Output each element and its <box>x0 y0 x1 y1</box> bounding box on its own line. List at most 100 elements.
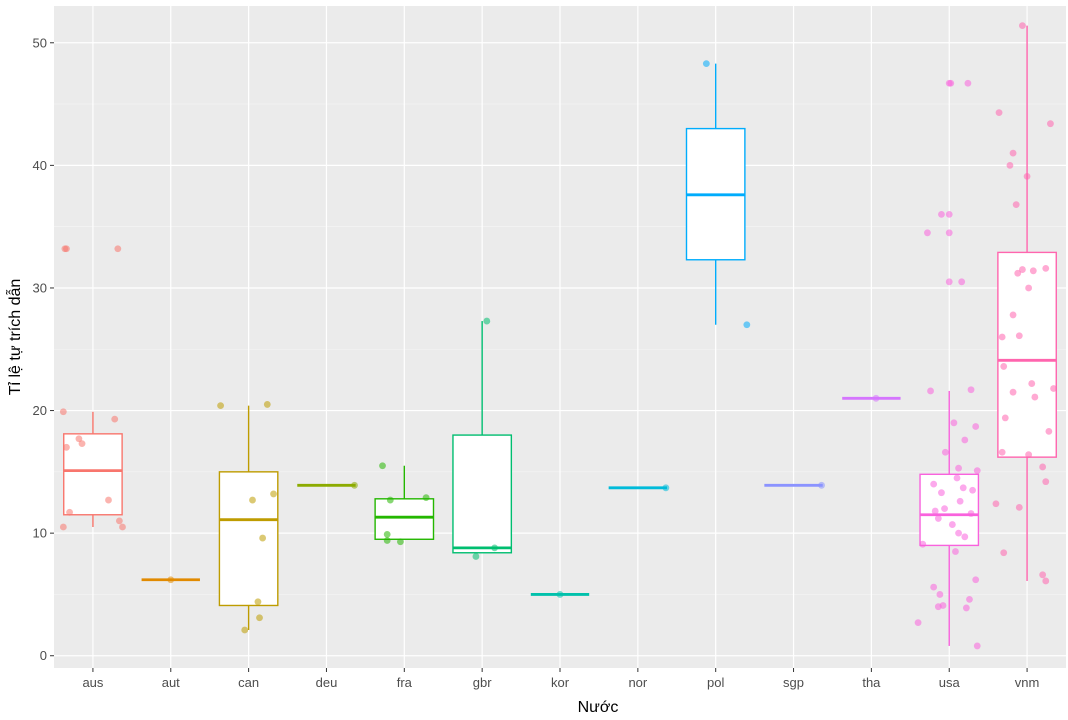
chart-marks <box>59 22 1057 650</box>
data-point <box>959 484 967 492</box>
data-point <box>967 510 975 517</box>
data-point <box>1019 266 1026 273</box>
data-point <box>961 436 969 444</box>
data-point <box>167 576 175 584</box>
data-point <box>941 505 948 513</box>
data-point <box>931 507 939 515</box>
data-point <box>972 576 980 584</box>
box-group-kor <box>530 591 590 598</box>
data-point <box>1050 385 1057 392</box>
data-point <box>1015 332 1023 340</box>
box-group-deu <box>297 481 358 489</box>
x-tick-label-pol: pol <box>707 675 724 690</box>
data-point <box>422 494 430 501</box>
data-point <box>743 321 751 329</box>
data-point <box>1031 393 1039 401</box>
data-point <box>662 484 670 492</box>
data-point <box>969 486 976 494</box>
data-point <box>956 497 964 505</box>
data-point <box>270 490 277 498</box>
box-group-pol <box>685 60 751 329</box>
data-point <box>241 626 249 634</box>
data-point <box>958 278 966 286</box>
data-point <box>1039 571 1047 579</box>
data-point <box>818 481 825 489</box>
data-point <box>351 481 358 489</box>
data-point <box>1042 577 1050 585</box>
data-point <box>383 530 391 538</box>
data-point <box>936 591 944 598</box>
data-point <box>1042 478 1050 486</box>
data-point <box>945 229 953 237</box>
data-point <box>111 415 119 423</box>
data-point <box>938 489 945 497</box>
data-point <box>217 402 224 410</box>
x-tick-label-aut: aut <box>162 675 180 690</box>
data-point <box>1001 414 1009 422</box>
data-point <box>1042 264 1050 272</box>
box-group-vnm <box>992 22 1057 585</box>
data-point <box>919 540 927 548</box>
data-point <box>379 462 386 470</box>
data-point <box>930 583 938 591</box>
data-point <box>386 496 394 504</box>
data-point <box>1023 173 1031 180</box>
data-point <box>119 523 126 531</box>
box-group-nor <box>608 484 670 492</box>
box-group-gbr <box>452 317 513 560</box>
data-point <box>995 109 1003 117</box>
data-point <box>973 642 981 650</box>
data-point <box>472 553 480 560</box>
data-point <box>1009 149 1017 157</box>
data-point <box>1025 451 1033 459</box>
y-tick-label: 0 <box>40 648 47 663</box>
data-point <box>1047 120 1054 128</box>
box-group-sgp <box>764 481 825 489</box>
data-point <box>927 387 934 395</box>
data-point <box>941 448 949 456</box>
x-tick-label-nor: nor <box>628 675 647 690</box>
data-point <box>259 534 267 542</box>
data-point <box>953 474 961 482</box>
data-point <box>1045 427 1053 435</box>
data-point <box>998 448 1006 456</box>
data-point <box>397 538 404 546</box>
data-point <box>483 317 491 325</box>
data-point <box>1012 201 1020 209</box>
data-point <box>256 614 263 622</box>
data-point <box>962 604 970 612</box>
data-point <box>950 419 958 427</box>
data-point <box>924 229 931 237</box>
data-point <box>1006 161 1014 169</box>
data-point <box>491 544 499 552</box>
x-axis-title: Nước <box>578 699 619 716</box>
x-tick-label-tha: tha <box>862 675 881 690</box>
x-tick-label-aus: aus <box>82 675 103 690</box>
box-iqr <box>452 434 513 554</box>
y-tick-label: 30 <box>33 280 47 295</box>
data-point <box>263 401 271 408</box>
box-iqr <box>63 433 123 516</box>
data-point <box>961 533 969 541</box>
data-point <box>1009 311 1017 319</box>
data-point <box>1025 284 1033 292</box>
box-group-fra <box>374 462 435 546</box>
box-group-aus <box>59 245 126 531</box>
box-group-aut <box>141 576 200 584</box>
x-tick-label-fra: fra <box>397 675 413 690</box>
data-point <box>1029 267 1037 275</box>
x-tick-label-can: can <box>238 675 259 690</box>
data-point <box>947 79 955 87</box>
box-iqr <box>218 471 279 607</box>
data-point <box>105 496 112 504</box>
data-point <box>945 278 953 286</box>
data-point <box>948 521 956 528</box>
data-point <box>249 496 256 504</box>
data-point <box>1015 504 1023 511</box>
axes: 0 10 20 30 40 50 aus aut can deu fra gbr kor nor pol sg… <box>33 35 1040 690</box>
box-iqr <box>374 498 435 540</box>
data-point <box>59 523 67 531</box>
data-point <box>383 537 391 544</box>
data-point <box>115 517 123 525</box>
